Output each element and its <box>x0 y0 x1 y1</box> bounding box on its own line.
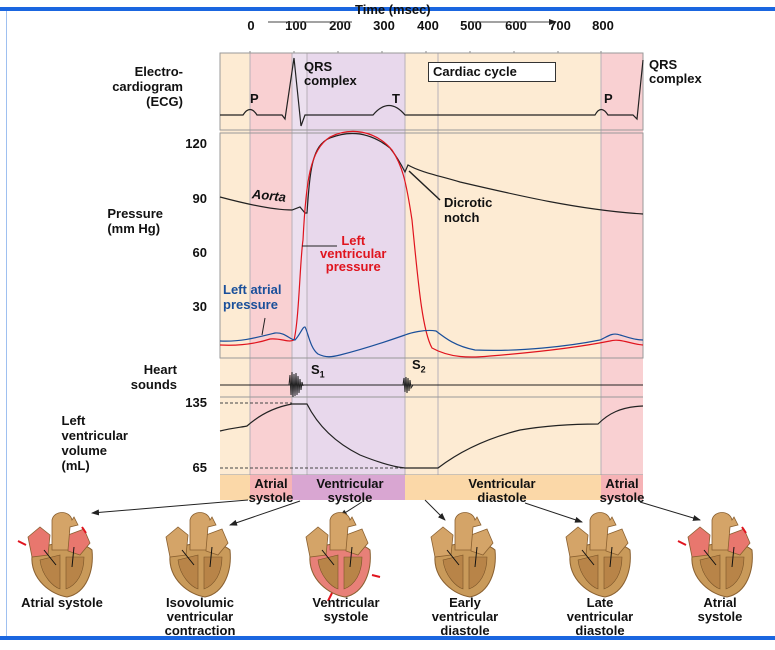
heart-label-ventricular-systole: Ventricular systole <box>312 595 380 624</box>
volume-tick: 65 <box>192 460 207 475</box>
bg-atrial-systole-2 <box>601 53 643 475</box>
pressure-tick: 120 <box>185 136 207 151</box>
time-tick: 0 <box>247 18 255 33</box>
time-axis-title: Time (msec) <box>355 2 431 17</box>
bg-ventricular-diastole <box>405 53 601 475</box>
pressure-tick: 30 <box>192 299 207 314</box>
heart-ventricular-systole-icon <box>305 512 381 602</box>
volume-row-label: Left ventricular volume (mL) <box>61 413 128 473</box>
heart-label-atrial-systole: Atrial systole <box>21 595 103 610</box>
heart-late-ventricular-diastole-icon <box>565 512 631 598</box>
s1-label: S1 <box>311 362 325 380</box>
frame-left-bar <box>6 11 7 636</box>
heart-atrial-systole-icon <box>677 512 753 598</box>
bg-ventricular-systole <box>307 53 405 475</box>
arrow-to-heart-1 <box>91 499 249 516</box>
la-pressure-label: Left atrial pressure <box>223 282 282 312</box>
time-tick: 300 <box>373 18 395 33</box>
heart-label-late-diastole: Late ventricular diastole <box>566 595 634 638</box>
ecg-qrs-label: QRS complex <box>304 59 357 88</box>
pressure-tick: 90 <box>192 191 207 206</box>
lv-pressure-label: Left ventricular pressure <box>320 233 387 274</box>
la-pointer <box>261 317 266 336</box>
heart-sounds-row-label: Heart sounds <box>130 362 177 392</box>
s2-text: S <box>412 357 421 372</box>
ecg-p2-label: P <box>604 91 613 106</box>
ecg-t-label: T <box>392 91 400 106</box>
arrow-to-heart-5 <box>524 502 583 523</box>
ecg-p-label: P <box>250 91 259 106</box>
arrow-to-heart-2 <box>229 500 301 526</box>
heart-label-atrial-systole-2: Atrial systole <box>697 595 743 624</box>
s2-label: S2 <box>412 357 426 375</box>
phase-label-atrial-systole: Atrial systole <box>248 476 294 505</box>
bg-atrial-systole <box>250 53 292 475</box>
s1-sound-burst <box>288 371 304 398</box>
heart-early-ventricular-diastole-icon <box>430 512 496 598</box>
s2-sound-burst <box>402 376 414 394</box>
frame-bottom-bar <box>0 636 775 640</box>
frame-top-bar <box>0 7 775 11</box>
phase-label-ventricular-diastole: Ventricular diastole <box>468 476 536 505</box>
dicrotic-notch-label: Dicrotic notch <box>444 195 493 225</box>
volume-tick: 135 <box>185 395 207 410</box>
ecg-trace <box>220 57 644 127</box>
la-pressure-curve <box>219 326 644 358</box>
time-tick: 800 <box>592 18 614 33</box>
pressure-row-label: Pressure (mm Hg) <box>107 206 163 236</box>
phase-label-ventricular-systole: Ventricular systole <box>316 476 384 505</box>
bg-late-diastole <box>220 53 250 475</box>
lv-volume-curve <box>219 403 644 469</box>
time-tick: 400 <box>417 18 439 33</box>
heart-atrial-systole-icon <box>17 512 93 598</box>
heart-label-early-diastole: Early ventricular diastole <box>431 595 499 638</box>
s2-subscript: 2 <box>420 364 426 375</box>
phase-label-atrial-systole-2: Atrial systole <box>599 476 645 505</box>
dicrotic-pointer <box>408 170 441 201</box>
cardiac-cycle-box: Cardiac cycle <box>428 62 556 82</box>
ecg-row-label: Electro- cardiogram (ECG) <box>112 64 183 109</box>
phase-bar <box>220 475 643 500</box>
heart-label-isovolumic: Isovolumic ventricular contraction <box>164 595 236 638</box>
arrow-to-heart-4 <box>424 499 446 521</box>
ecg-qrs2-label: QRS complex <box>649 57 702 86</box>
bg-isovolumic <box>292 53 307 475</box>
s1-subscript: 1 <box>319 369 325 380</box>
arrow-to-heart-6 <box>639 501 701 521</box>
heart-isovolumic-contraction-icon <box>165 512 231 598</box>
s1-text: S <box>311 362 320 377</box>
pressure-tick: 60 <box>192 245 207 260</box>
